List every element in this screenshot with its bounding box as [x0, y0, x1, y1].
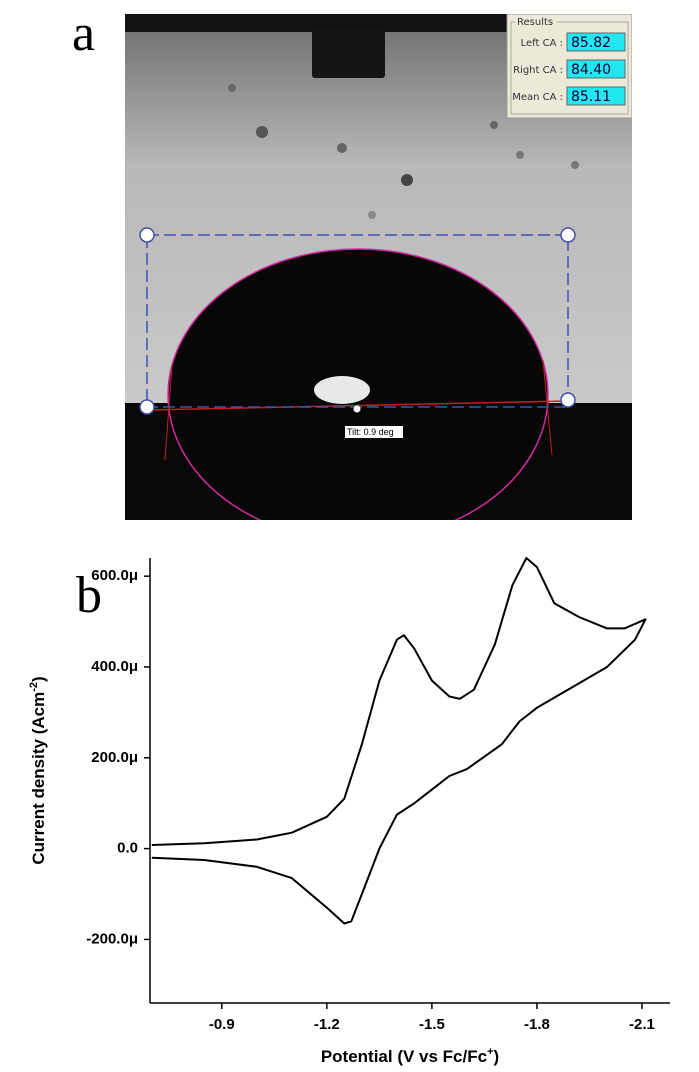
x-label-sup: +: [487, 1046, 493, 1058]
chart: -200.0μ 0.0 200.0μ 400.0μ 600.0μ -0.9 -1.2 -1.5…: [28, 557, 670, 1066]
result-box: [566, 86, 626, 106]
x-axis-label: Potential (V vs Fc/Fc+): [321, 1046, 499, 1066]
x-label-end: ): [494, 1047, 500, 1066]
result-box: [566, 32, 626, 52]
result-label: Right CA :: [513, 65, 563, 76]
panel-label: b: [76, 567, 102, 624]
y-label-end: ): [29, 676, 48, 682]
result-value: 84.40: [571, 62, 611, 78]
y-label-text: Current density (Acm: [29, 692, 48, 865]
tilt-label: Tilt: 0.9 deg: [347, 427, 394, 437]
cv-curve: [151, 557, 647, 925]
y-axis-label: Current density (Acm-2): [28, 676, 48, 864]
x-tick-label: -1.5: [419, 1016, 445, 1033]
x-tick-label: -1.8: [524, 1016, 550, 1033]
x-label-text: Potential (V vs Fc/Fc: [321, 1047, 487, 1066]
y-tick-label: 600.0μ: [91, 567, 138, 584]
result-box: [566, 59, 626, 79]
results-title: Results: [517, 17, 553, 28]
photo: Tilt: 0.9 deg Results Left CA : 85.82 Righ…: [125, 14, 632, 520]
result-value: 85.11: [571, 89, 611, 105]
y-tick-label: -200.0μ: [86, 930, 138, 947]
panel-label: a: [72, 5, 95, 62]
x-tick-label: -2.1: [629, 1016, 655, 1033]
result-label: Mean CA :: [512, 92, 563, 103]
y-tick-label: 0.0: [117, 840, 138, 857]
x-tick-label: -1.2: [314, 1016, 340, 1033]
result-value: 85.82: [571, 35, 611, 51]
y-tick-label: 200.0μ: [91, 749, 138, 766]
y-tick-label: 400.0μ: [91, 658, 138, 675]
result-label: Left CA :: [521, 38, 563, 49]
y-label-sup: -2: [28, 682, 40, 692]
x-tick-label: -0.9: [209, 1016, 235, 1033]
